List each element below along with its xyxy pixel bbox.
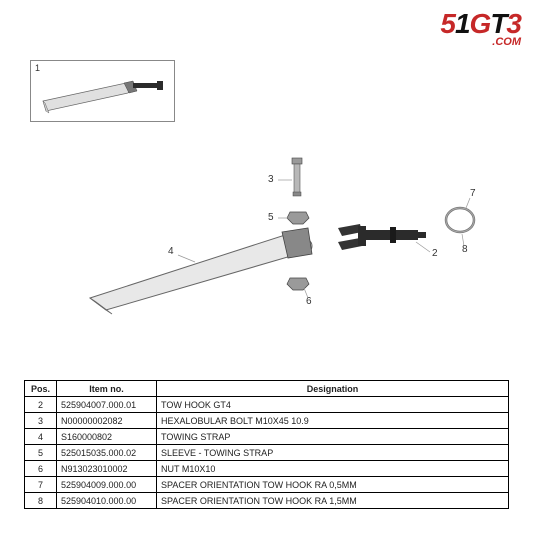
cell-desig: NUT M10X10	[157, 461, 509, 477]
brand-logo: 51GT3 .COM	[440, 8, 521, 48]
cell-pos: 7	[25, 477, 57, 493]
logo-char: 3	[506, 8, 521, 39]
cell-desig: SPACER ORIENTATION TOW HOOK RA 0,5MM	[157, 477, 509, 493]
cell-item: N913023010002	[57, 461, 157, 477]
cell-item: 525015035.000.02	[57, 445, 157, 461]
part-bolt	[292, 158, 302, 196]
cell-desig: SLEEVE - TOWING STRAP	[157, 445, 509, 461]
logo-char: 1	[455, 8, 470, 39]
part-spacer-ring	[446, 208, 474, 232]
cell-desig: HEXALOBULAR BOLT M10X45 10.9	[157, 413, 509, 429]
callout-2: 2	[432, 248, 438, 259]
cell-desig: TOWING STRAP	[157, 429, 509, 445]
cell-desig: SPACER ORIENTATION TOW HOOK RA 1,5MM	[157, 493, 509, 509]
part-nut	[287, 278, 309, 290]
exploded-diagram: 3 5 4 6 2 7 8	[60, 150, 490, 330]
callout-7: 7	[470, 188, 476, 199]
thumbnail-view: 1	[30, 60, 175, 122]
table-body: 2 525904007.000.01 TOW HOOK GT4 3 N00000…	[25, 397, 509, 509]
cell-item: 525904007.000.01	[57, 397, 157, 413]
table-row: 3 N00000002082 HEXALOBULAR BOLT M10X45 1…	[25, 413, 509, 429]
col-pos: Pos.	[25, 381, 57, 397]
parts-table: Pos. Item no. Designation 2 525904007.00…	[24, 380, 509, 509]
cell-pos: 2	[25, 397, 57, 413]
callout-6: 6	[306, 296, 312, 307]
parts-table-wrap: Pos. Item no. Designation 2 525904007.00…	[24, 380, 509, 509]
callout-4: 4	[168, 246, 174, 257]
col-desig: Designation	[157, 381, 509, 397]
callout-8: 8	[462, 244, 468, 255]
cell-pos: 6	[25, 461, 57, 477]
cell-item: 525904010.000.00	[57, 493, 157, 509]
cell-pos: 3	[25, 413, 57, 429]
col-item: Item no.	[57, 381, 157, 397]
table-row: 2 525904007.000.01 TOW HOOK GT4	[25, 397, 509, 413]
callout-5: 5	[268, 212, 274, 223]
table-row: 8 525904010.000.00 SPACER ORIENTATION TO…	[25, 493, 509, 509]
table-header-row: Pos. Item no. Designation	[25, 381, 509, 397]
part-towing-strap	[90, 228, 312, 314]
table-row: 6 N913023010002 NUT M10X10	[25, 461, 509, 477]
logo-char: 5	[440, 8, 455, 39]
logo-main: 51GT3	[440, 8, 521, 39]
cell-desig: TOW HOOK GT4	[157, 397, 509, 413]
callout-3: 3	[268, 174, 274, 185]
thumb-drawing	[31, 61, 176, 123]
logo-char: G	[470, 8, 491, 39]
cell-pos: 8	[25, 493, 57, 509]
page-container: 51GT3 .COM 1	[0, 0, 533, 533]
cell-item: 525904009.000.00	[57, 477, 157, 493]
cell-pos: 4	[25, 429, 57, 445]
table-row: 5 525015035.000.02 SLEEVE - TOWING STRAP	[25, 445, 509, 461]
cell-item: N00000002082	[57, 413, 157, 429]
part-sleeve	[287, 212, 309, 224]
table-row: 7 525904009.000.00 SPACER ORIENTATION TO…	[25, 477, 509, 493]
part-tow-hook	[338, 224, 426, 250]
cell-pos: 5	[25, 445, 57, 461]
table-row: 4 S160000802 TOWING STRAP	[25, 429, 509, 445]
thumb-callout: 1	[35, 63, 40, 73]
cell-item: S160000802	[57, 429, 157, 445]
logo-char: T	[490, 8, 506, 39]
diagram-svg	[60, 150, 490, 330]
